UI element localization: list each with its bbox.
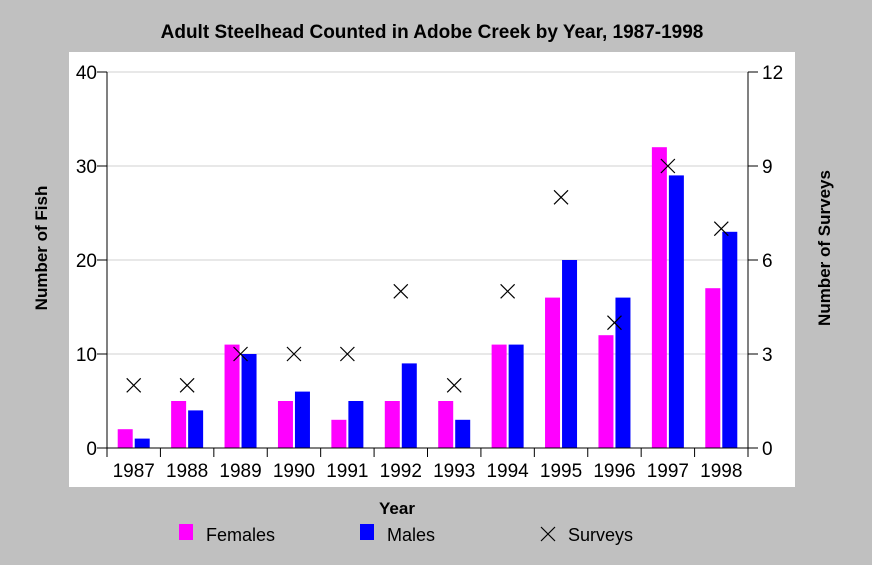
x-tick-label-1987: 1987 — [113, 461, 155, 482]
x-tick-label-1996: 1996 — [593, 461, 635, 482]
y-tick-label: 30 — [76, 157, 97, 178]
bar-males-1997 — [669, 175, 684, 448]
bar-females-1996 — [598, 335, 613, 448]
x-tick-label-1994: 1994 — [486, 461, 529, 482]
y2-tick-label: 0 — [762, 439, 773, 460]
chart-title: Adult Steelhead Counted in Adobe Creek b… — [161, 22, 704, 43]
y-tick-label: 10 — [76, 345, 97, 366]
x-tick-label-1997: 1997 — [647, 461, 689, 482]
y2-tick-label: 9 — [762, 157, 773, 178]
bar-females-1992 — [385, 401, 400, 448]
x-tick-label-1993: 1993 — [433, 461, 475, 482]
y2-tick-label: 12 — [762, 63, 783, 84]
x-axis-title: Year — [379, 499, 415, 518]
legend-swatch-females — [179, 524, 193, 540]
y2-axis-title: Number of Surveys — [815, 170, 834, 326]
x-tick-label-1989: 1989 — [219, 461, 261, 482]
bar-females-1994 — [492, 345, 507, 448]
x-tick-label-1995: 1995 — [540, 461, 582, 482]
bar-males-1998 — [722, 232, 737, 448]
bar-females-1989 — [225, 345, 240, 448]
bar-females-1997 — [652, 147, 667, 448]
y-tick-label: 20 — [76, 251, 97, 272]
bar-females-1993 — [438, 401, 453, 448]
x-tick-label-1992: 1992 — [380, 461, 422, 482]
chart: Adult Steelhead Counted in Adobe Creek b… — [0, 0, 872, 565]
x-tick-label-1988: 1988 — [166, 461, 208, 482]
bar-females-1990 — [278, 401, 293, 448]
bar-females-1991 — [331, 420, 346, 448]
legend-label-surveys: Surveys — [568, 525, 633, 545]
y2-tick-label: 6 — [762, 251, 773, 272]
legend-label-females: Females — [206, 525, 275, 545]
bar-males-1989 — [242, 354, 257, 448]
bar-males-1992 — [402, 363, 417, 448]
bar-females-1995 — [545, 298, 560, 448]
x-tick-label-1990: 1990 — [273, 461, 315, 482]
bar-males-1988 — [188, 410, 203, 448]
x-tick-label-1991: 1991 — [326, 461, 368, 482]
bar-males-1995 — [562, 260, 577, 448]
y-axis-title: Number of Fish — [32, 186, 51, 311]
y2-tick-label: 3 — [762, 345, 773, 366]
bar-males-1991 — [348, 401, 363, 448]
legend-label-males: Males — [387, 525, 435, 545]
bar-females-1987 — [118, 429, 133, 448]
x-tick-label-1998: 1998 — [700, 461, 742, 482]
bar-females-1988 — [171, 401, 186, 448]
y-tick-label: 0 — [86, 439, 97, 460]
bar-males-1993 — [455, 420, 470, 448]
bar-males-1994 — [509, 345, 524, 448]
bar-males-1987 — [135, 439, 150, 448]
y-tick-label: 40 — [76, 63, 97, 84]
legend-swatch-surveys — [541, 527, 555, 541]
legend-swatch-males — [360, 524, 374, 540]
bar-males-1990 — [295, 392, 310, 448]
bar-females-1998 — [705, 288, 720, 448]
